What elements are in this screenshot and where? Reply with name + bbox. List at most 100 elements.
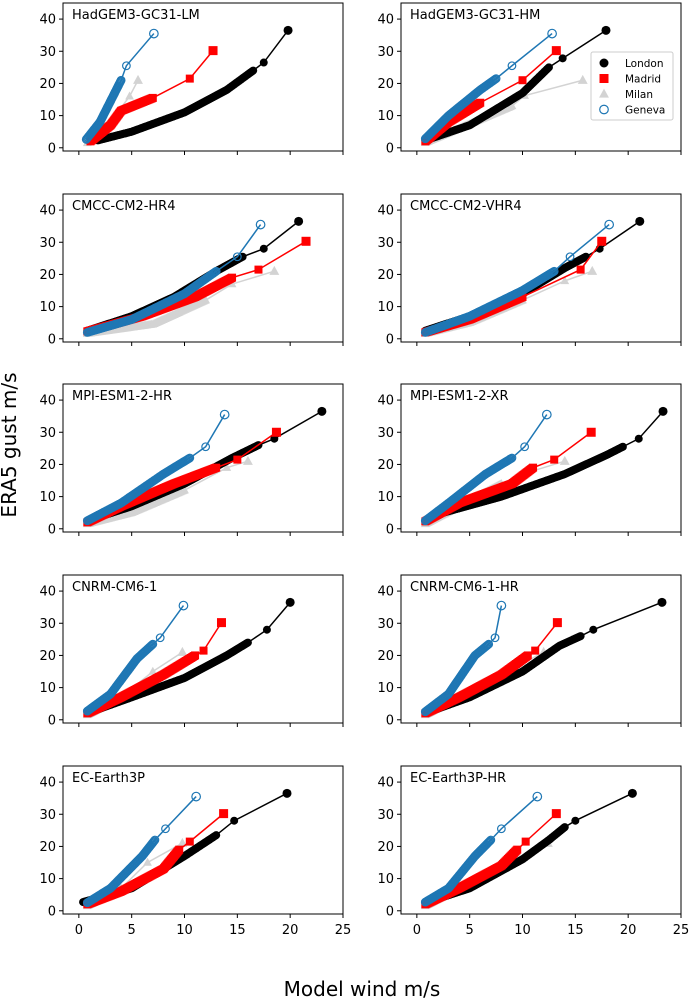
y-tick-label: 40	[39, 776, 56, 791]
legend-marker	[599, 58, 609, 68]
data-point	[145, 642, 155, 651]
data-point	[587, 265, 598, 275]
data-point	[521, 837, 530, 846]
data-point	[178, 600, 189, 611]
y-tick-label: 10	[377, 109, 394, 124]
data-point	[185, 74, 194, 83]
data-point	[191, 791, 202, 802]
y-tick-label: 40	[39, 394, 56, 409]
y-tick-label: 30	[39, 426, 56, 441]
data-point	[211, 266, 221, 276]
series-geneva	[82, 219, 266, 337]
data-point	[148, 639, 158, 649]
x-tick-label: 15	[229, 923, 246, 938]
subplot-title: MPI-ESM1-2-XR	[410, 389, 508, 404]
x-tick-label: 20	[282, 923, 299, 938]
y-tick-label: 20	[377, 458, 394, 473]
data-point	[232, 252, 242, 262]
y-tick-label: 0	[386, 141, 394, 156]
data-point	[560, 276, 570, 285]
data-point	[560, 823, 569, 832]
data-point	[180, 485, 189, 494]
series-geneva	[82, 600, 189, 716]
data-point	[191, 651, 200, 660]
data-point	[507, 61, 517, 71]
y-tick-label: 10	[39, 681, 56, 696]
y-tick-label: 30	[377, 808, 394, 823]
data-point	[618, 442, 627, 451]
legend-label: London	[625, 58, 664, 70]
subplot-title: CMCC-CM2-VHR4	[410, 199, 522, 214]
subplot: MPI-ESM1-2-XR 0 10 20 30 40	[377, 383, 682, 537]
data-point	[491, 74, 501, 84]
legend-marker	[599, 74, 609, 83]
axes-frame	[400, 2, 682, 152]
data-point	[125, 91, 134, 100]
data-point	[212, 831, 221, 840]
axes-frame	[400, 765, 682, 915]
data-point	[149, 836, 159, 846]
data-point	[550, 455, 559, 464]
data-point	[317, 406, 327, 416]
axes-frame	[62, 765, 344, 915]
data-point	[565, 252, 575, 262]
subplot: CMCC-CM2-VHR4 0 10 20 30 40	[377, 193, 682, 347]
data-point	[541, 409, 552, 420]
axes-frame	[400, 574, 682, 724]
subplot-title: HadGEM3-GC31-HM	[410, 8, 540, 23]
x-tick-label: 25	[335, 923, 352, 938]
y-tick-label: 0	[386, 904, 394, 919]
data-point	[242, 455, 253, 465]
data-point	[146, 641, 156, 651]
data-point	[116, 75, 126, 85]
x-tick-label: 0	[413, 923, 421, 938]
subplot-title: MPI-ESM1-2-HR	[72, 389, 172, 404]
series-madrid	[421, 46, 561, 146]
data-point	[551, 809, 561, 819]
data-point	[148, 838, 158, 848]
data-point	[523, 651, 532, 660]
data-point	[228, 273, 237, 282]
data-point	[201, 295, 211, 304]
x-axis-label: Model wind m/s	[284, 977, 441, 1000]
data-point	[483, 838, 493, 847]
data-point	[558, 54, 567, 63]
series-milan	[82, 265, 280, 337]
data-point	[259, 58, 268, 67]
data-point	[175, 845, 184, 854]
axes-frame	[62, 383, 344, 533]
y-tick-label: 30	[39, 617, 56, 632]
subplot-title: CMCC-CM2-HR4	[72, 199, 175, 214]
data-point	[489, 75, 499, 85]
data-point	[507, 453, 517, 463]
x-tick-label: 15	[567, 923, 584, 938]
subplot: CNRM-CM6-1-HR 0 10 20 30 40	[377, 574, 682, 728]
legend-label: Madrid	[625, 74, 661, 86]
data-point	[627, 788, 637, 798]
data-point	[484, 837, 494, 847]
series-madrid	[421, 427, 596, 526]
subplot-title: EC-Earth3P	[72, 771, 145, 786]
data-point	[208, 46, 218, 56]
x-tick-label: 25	[673, 923, 689, 938]
subplot: EC-Earth3P 0 10 20 30 40 0 5 10 15 20 25	[39, 765, 352, 938]
x-tick-label: 10	[176, 923, 193, 938]
data-point	[601, 25, 611, 35]
data-point	[532, 791, 543, 802]
data-point	[262, 625, 271, 634]
data-point	[285, 597, 295, 607]
y-tick-label: 30	[377, 426, 394, 441]
y-tick-label: 0	[386, 332, 394, 347]
data-point	[219, 809, 229, 819]
x-tick-label: 5	[128, 923, 136, 938]
y-tick-label: 10	[39, 490, 56, 505]
y-tick-label: 0	[48, 522, 56, 537]
y-tick-label: 10	[39, 300, 56, 315]
data-point	[199, 646, 208, 655]
data-point	[149, 837, 158, 847]
y-tick-label: 20	[377, 268, 394, 283]
y-tick-label: 40	[39, 585, 56, 600]
subplot-title: HadGEM3-GC31-LM	[72, 8, 200, 23]
data-point	[518, 76, 527, 85]
legend-marker	[599, 104, 609, 115]
